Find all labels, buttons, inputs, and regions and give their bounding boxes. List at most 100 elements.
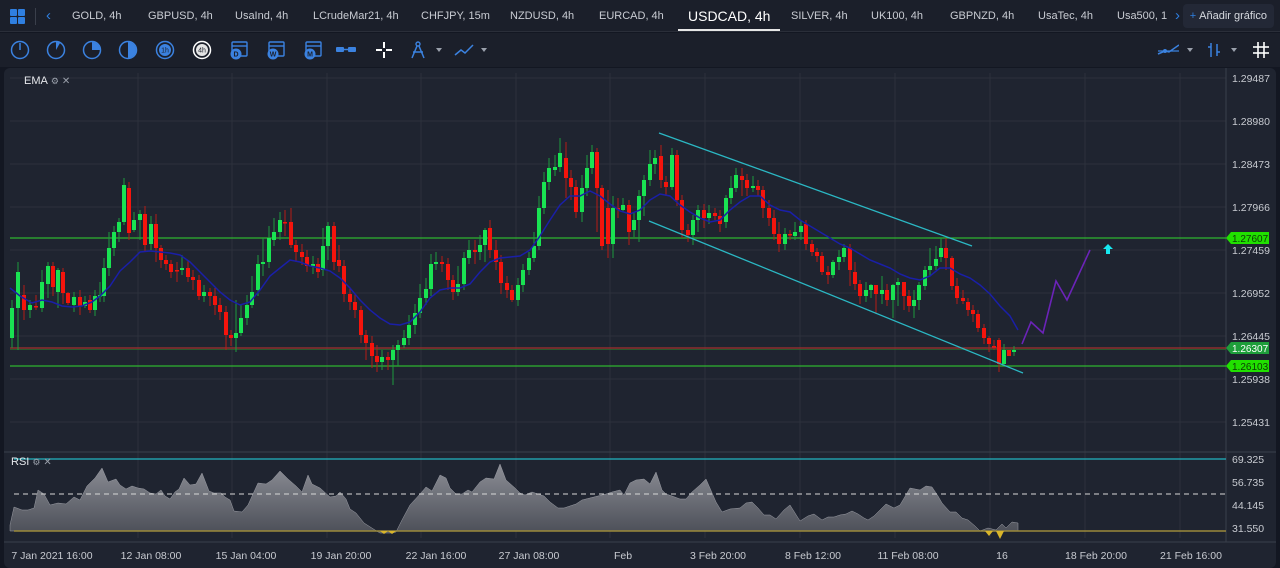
time-tick: 19 Jan 20:00 [311, 550, 372, 562]
calendar-week-icon: W [267, 41, 285, 60]
timeframe-1h-button[interactable]: 1h [154, 39, 176, 61]
hash-grid-icon [1253, 42, 1269, 58]
layout-grid-icon[interactable] [10, 9, 25, 24]
chart-tab[interactable]: Usa500, 1 [1117, 10, 1168, 22]
ema-label: EMA [24, 75, 48, 87]
price-tick: 1.25431 [1232, 417, 1270, 429]
time-tick: 7 Jan 2021 16:00 [11, 550, 92, 562]
price-badge [1226, 232, 1269, 244]
price-tick: 1.28473 [1232, 159, 1270, 171]
svg-text:M: M [307, 52, 313, 59]
grid-toggle-button[interactable] [1250, 39, 1272, 61]
compare-button[interactable] [335, 39, 357, 61]
divider [35, 8, 36, 25]
chart-canvas[interactable]: 1.29487 1.28980 1.28473 1.27966 1.27459 1.269… [4, 68, 1276, 568]
clock-1h-icon: 1h [155, 40, 175, 60]
timeframe-weekly-button[interactable]: W [265, 39, 287, 61]
price-badge-value: 1.26103 [1232, 362, 1269, 373]
rsi-tick: 31.550 [1232, 523, 1264, 535]
add-chart-button[interactable]: + Añadir gráfico [1182, 4, 1274, 28]
chart-tab[interactable]: SILVER, 4h [791, 10, 848, 22]
clock-1m-icon [10, 40, 30, 60]
rsi-label: RSI [11, 456, 30, 468]
price-tick: 1.25938 [1232, 374, 1270, 386]
price-chart[interactable]: 1.29487 1.28980 1.28473 1.27966 1.27459 1.269… [4, 68, 1276, 568]
chart-tab[interactable]: GBPUSD, 4h [148, 10, 213, 22]
clock-5m-icon [46, 40, 66, 60]
time-tick: 8 Feb 12:00 [785, 550, 841, 562]
drawing-tools-dropdown-icon[interactable] [436, 48, 442, 52]
line-chart-icon [454, 44, 474, 56]
timeframe-15m-button[interactable] [81, 39, 103, 61]
indicators-dropdown-icon[interactable] [1187, 48, 1193, 52]
timeframe-daily-button[interactable]: D [228, 39, 250, 61]
price-badge [1226, 360, 1269, 372]
plus-icon: + [1189, 10, 1197, 22]
timeframe-5m-button[interactable] [45, 39, 67, 61]
time-tick: 22 Jan 16:00 [406, 550, 467, 562]
timeframe-1m-button[interactable] [9, 39, 31, 61]
svg-text:W: W [270, 52, 277, 59]
chart-tab[interactable]: GBPNZD, 4h [950, 10, 1015, 22]
ohlc-bars-icon [1208, 43, 1220, 57]
time-tick: 21 Feb 16:00 [1160, 550, 1222, 562]
rsi-area [9, 463, 1019, 534]
price-badge-value: 1.26307 [1232, 344, 1269, 355]
chart-tab-bar: ‹ GOLD, 4h GBPUSD, 4h UsaInd, 4h LCrudeMar2… [0, 0, 1280, 32]
time-tick: 16 [996, 550, 1008, 562]
clock-30m-icon [118, 40, 138, 60]
svg-text:4h: 4h [198, 48, 206, 55]
scroll-tabs-left-icon[interactable]: ‹ [46, 7, 51, 24]
arrow-up-icon [1103, 244, 1113, 254]
indicators-icon [1157, 44, 1179, 55]
price-tick: 1.27966 [1232, 202, 1270, 214]
chart-tab[interactable]: GOLD, 4h [72, 10, 122, 22]
calendar-day-icon: D [230, 41, 248, 60]
time-tick: 12 Jan 08:00 [121, 550, 182, 562]
indicators-button[interactable] [1157, 39, 1179, 61]
ema-legend: EMA ⚙ ✕ [24, 75, 70, 87]
chart-tab[interactable]: USDCAD, 4h [677, 0, 781, 32]
chart-tab[interactable]: EURCAD, 4h [599, 10, 664, 22]
price-tick: 1.29487 [1232, 73, 1270, 85]
price-tick: 1.27459 [1232, 245, 1270, 257]
bar-type-dropdown-icon[interactable] [1231, 48, 1237, 52]
timeframe-30m-button[interactable] [117, 39, 139, 61]
chart-tab[interactable]: NZDUSD, 4h [510, 10, 575, 22]
price-tick: 1.28980 [1232, 116, 1270, 128]
chart-type-button[interactable] [453, 39, 475, 61]
crosshair-icon [376, 42, 392, 58]
rsi-legend: RSI ⚙ ✕ [11, 456, 52, 468]
bar-type-button[interactable] [1203, 39, 1225, 61]
rsi-tick: 56.735 [1232, 477, 1264, 489]
link-chain-icon [336, 47, 356, 52]
chart-tab[interactable]: LCrudeMar21, 4h [313, 10, 399, 22]
remove-indicator-icon[interactable]: ✕ [61, 75, 71, 87]
crosshair-button[interactable] [373, 39, 395, 61]
settings-gear-icon[interactable]: ⚙ [32, 456, 41, 467]
chart-tab[interactable]: UsaTec, 4h [1038, 10, 1094, 22]
svg-text:D: D [233, 52, 238, 59]
price-badge [1226, 342, 1269, 354]
remove-indicator-icon[interactable]: ✕ [43, 456, 52, 468]
rsi-tick: 44.145 [1232, 500, 1264, 512]
price-tick: 1.26445 [1232, 331, 1270, 343]
settings-gear-icon[interactable]: ⚙ [50, 75, 59, 86]
chart-tab[interactable]: UK100, 4h [871, 10, 923, 22]
drawing-tools-button[interactable] [407, 39, 429, 61]
rsi-tick: 69.325 [1232, 454, 1264, 466]
compass-drawing-icon [411, 41, 425, 59]
timeframe-monthly-button[interactable]: M [302, 39, 324, 61]
time-tick: 27 Jan 08:00 [499, 550, 560, 562]
time-tick: 11 Feb 08:00 [877, 550, 938, 562]
chart-tab[interactable]: CHFJPY, 15m [421, 10, 490, 22]
chart-tab[interactable]: UsaInd, 4h [235, 10, 289, 22]
timeframe-4h-button[interactable]: 4h [191, 39, 213, 61]
scroll-tabs-right-icon[interactable]: › [1175, 7, 1180, 24]
add-chart-label: Añadir gráfico [1199, 10, 1267, 22]
chart-type-dropdown-icon[interactable] [481, 48, 487, 52]
clock-4h-icon: 4h [192, 40, 212, 60]
time-tick: 18 Feb 20:00 [1065, 550, 1127, 562]
clock-15m-icon [82, 40, 102, 60]
time-tick: 3 Feb 20:00 [690, 550, 746, 562]
